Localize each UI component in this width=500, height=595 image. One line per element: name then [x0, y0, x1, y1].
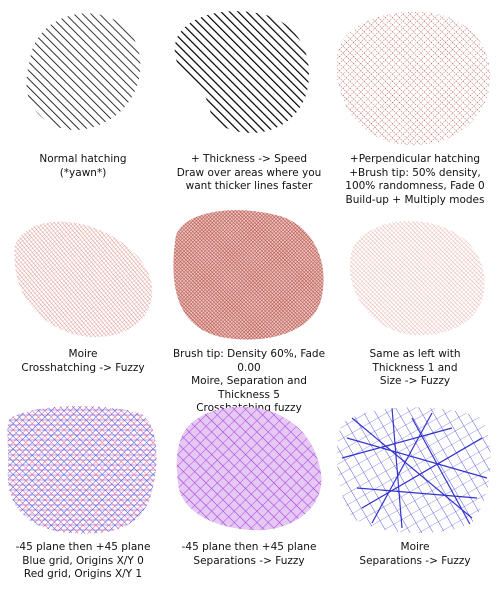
same-as-left-art	[349, 221, 485, 336]
blue-red-grid-art	[7, 406, 157, 534]
caption-normal-hatching: Normal hatching (*yawn*)	[39, 153, 127, 179]
moire-separations-art	[336, 407, 491, 534]
thickness-hatching-art	[174, 11, 310, 133]
caption-moire-separations: Moire Separations -> Fuzzy	[359, 541, 471, 567]
moire-crosshatching-art	[14, 221, 153, 338]
caption-perpendicular-hatching: +Perpendicular hatching +Brush tip: 50% …	[345, 153, 485, 206]
caption-purple-grid: -45 plane then +45 plane Separations -> …	[181, 541, 317, 567]
caption-blue-red-grid: -45 plane then +45 plane Blue grid, Orig…	[15, 541, 151, 580]
purple-grid-art	[176, 406, 322, 531]
caption-brush-tip-density: Brush tip: Density 60%, Fade 0.00 Moire,…	[172, 348, 326, 414]
caption-moire-crosshatching: Moire Crosshatching -> Fuzzy	[21, 348, 145, 374]
normal-hatching-art	[26, 13, 141, 130]
brush-tip-density-art	[173, 210, 324, 340]
caption-same-as-left: Same as left with Thickness 1 and Size -…	[369, 348, 461, 387]
caption-thickness-speed: + Thickness -> Speed Draw over areas whe…	[176, 153, 322, 192]
perpendicular-hatching-art	[336, 11, 491, 146]
